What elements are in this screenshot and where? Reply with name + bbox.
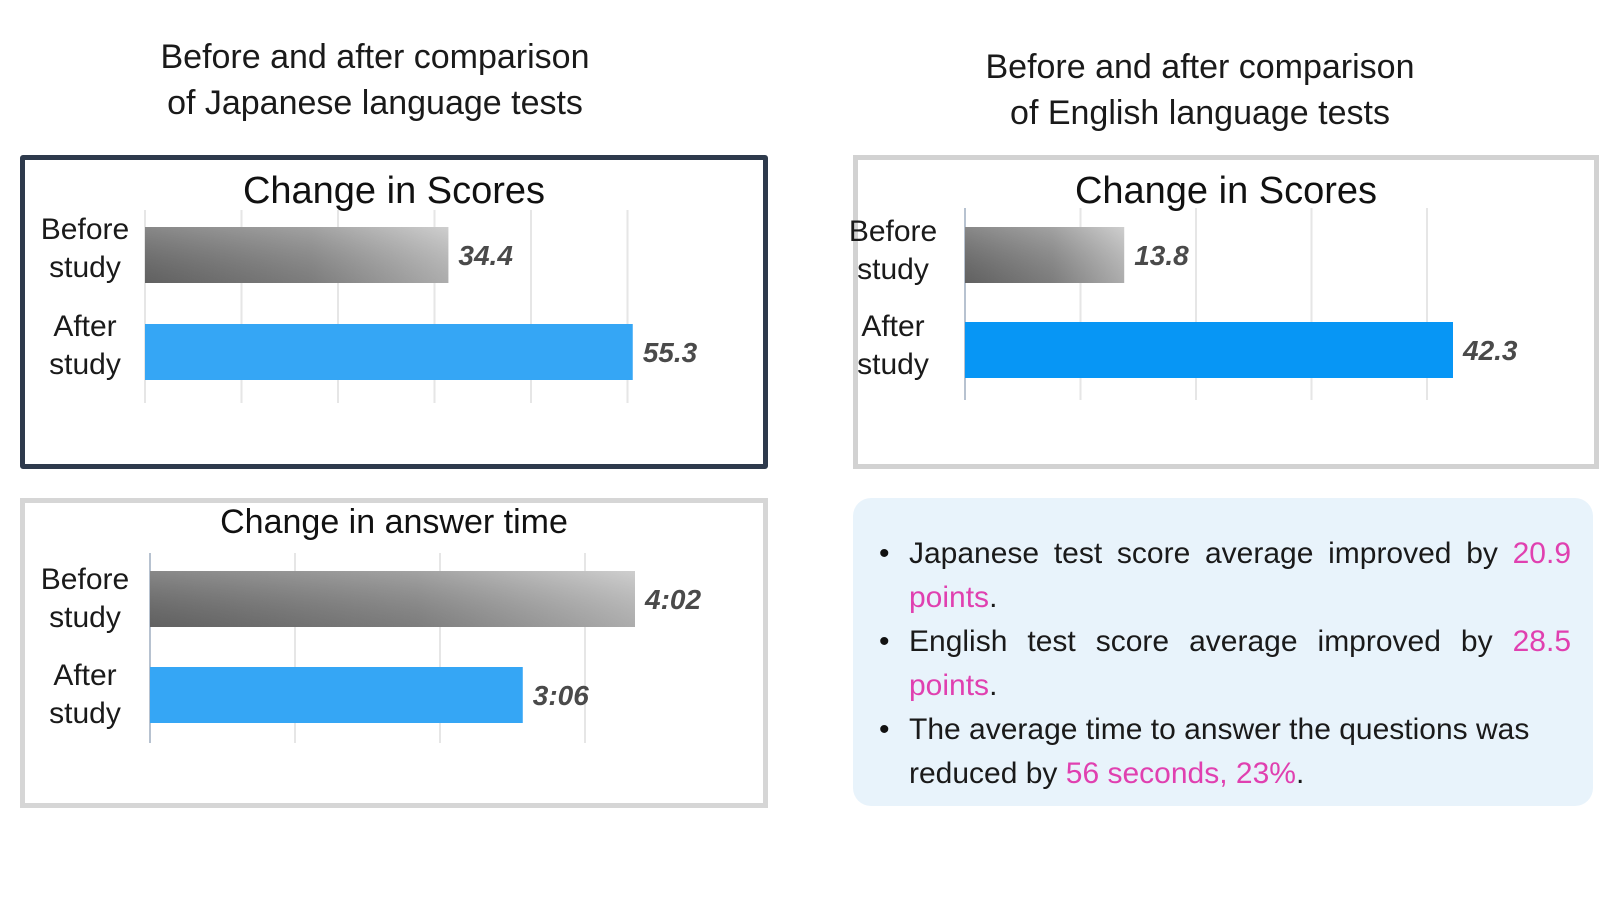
summary-box: • Japanese test score average improved by…: [853, 498, 1593, 806]
summary-text-end: .: [1295, 757, 1305, 790]
summary-text: English test score average improved by: [909, 625, 1513, 658]
category-label: study: [49, 697, 121, 730]
english-scores-bar-chart: 13.8 Before study 42.3 After study: [849, 208, 1518, 400]
bar-value-label: 4:02: [644, 584, 701, 615]
japanese-answer-time-bar-chart: 4:02 Before study 3:06 After study: [41, 553, 701, 743]
english-scores-chart-panel: Change in Scores 13.8 Before study 42.3 Afte…: [849, 155, 1599, 469]
japanese-scores-chart-panel: Change in Scores 34.4 Before study 55.3 Afte…: [20, 155, 768, 469]
category-label: Before: [41, 213, 129, 246]
category-label: study: [49, 251, 121, 284]
summary-text: Japanese test score average improved by: [909, 537, 1513, 570]
category-label: study: [49, 601, 121, 634]
bullet-icon: •: [879, 625, 890, 658]
category-label: After: [53, 659, 116, 692]
summary-highlight: 20.9 points: [909, 537, 1571, 614]
bar-shading: [150, 571, 635, 627]
category-label: study: [857, 348, 929, 381]
category-label: After: [861, 310, 924, 343]
japanese-scores-bar-chart: 34.4 Before study 55.3 After study: [41, 210, 698, 403]
summary-item-english: • English test score average improved by …: [875, 620, 1571, 708]
summary-text: The average time to answer the questions…: [909, 713, 1530, 790]
bar-value-label: 13.8: [1134, 240, 1189, 271]
bar-shading: [965, 227, 1125, 283]
category-label: Before: [41, 563, 129, 596]
bar-after-study: [965, 322, 1453, 378]
bar-value-label: 42.3: [1462, 335, 1518, 366]
bar-value-label: 3:06: [533, 680, 589, 711]
bar-after-study: [145, 324, 633, 380]
chart-title: Change in Scores: [1074, 170, 1378, 212]
english-section-heading: Before and after comparison of English l…: [985, 48, 1415, 132]
summary-highlight: 28.5 points: [909, 625, 1571, 702]
bar-shading: [145, 227, 449, 283]
bar-value-label: 55.3: [643, 337, 698, 368]
summary-item-japanese: • Japanese test score average improved by…: [875, 532, 1571, 620]
chart-title: Change in answer time: [220, 503, 568, 541]
bullet-icon: •: [879, 537, 890, 570]
summary-text-end: .: [989, 581, 998, 614]
category-label: Before: [849, 215, 937, 248]
japanese-answer-time-chart-panel: Change in answer time 4:02 Before study 3:0…: [20, 498, 768, 808]
category-label: study: [49, 348, 121, 381]
category-label: After: [53, 310, 116, 343]
bar-value-label: 34.4: [458, 240, 513, 271]
summary-text-end: .: [989, 669, 998, 702]
bar-after-study: [150, 667, 523, 723]
category-label: study: [857, 253, 929, 286]
summary-list: • Japanese test score average improved by…: [875, 532, 1571, 796]
summary-item-answer-time: • The average time to answer the question…: [875, 708, 1571, 796]
chart-title: Change in Scores: [242, 170, 546, 212]
bullet-icon: •: [879, 713, 890, 746]
summary-highlight: 56 seconds, 23%: [1065, 757, 1296, 790]
japanese-section-heading: Before and after comparison of Japanese …: [160, 38, 590, 122]
